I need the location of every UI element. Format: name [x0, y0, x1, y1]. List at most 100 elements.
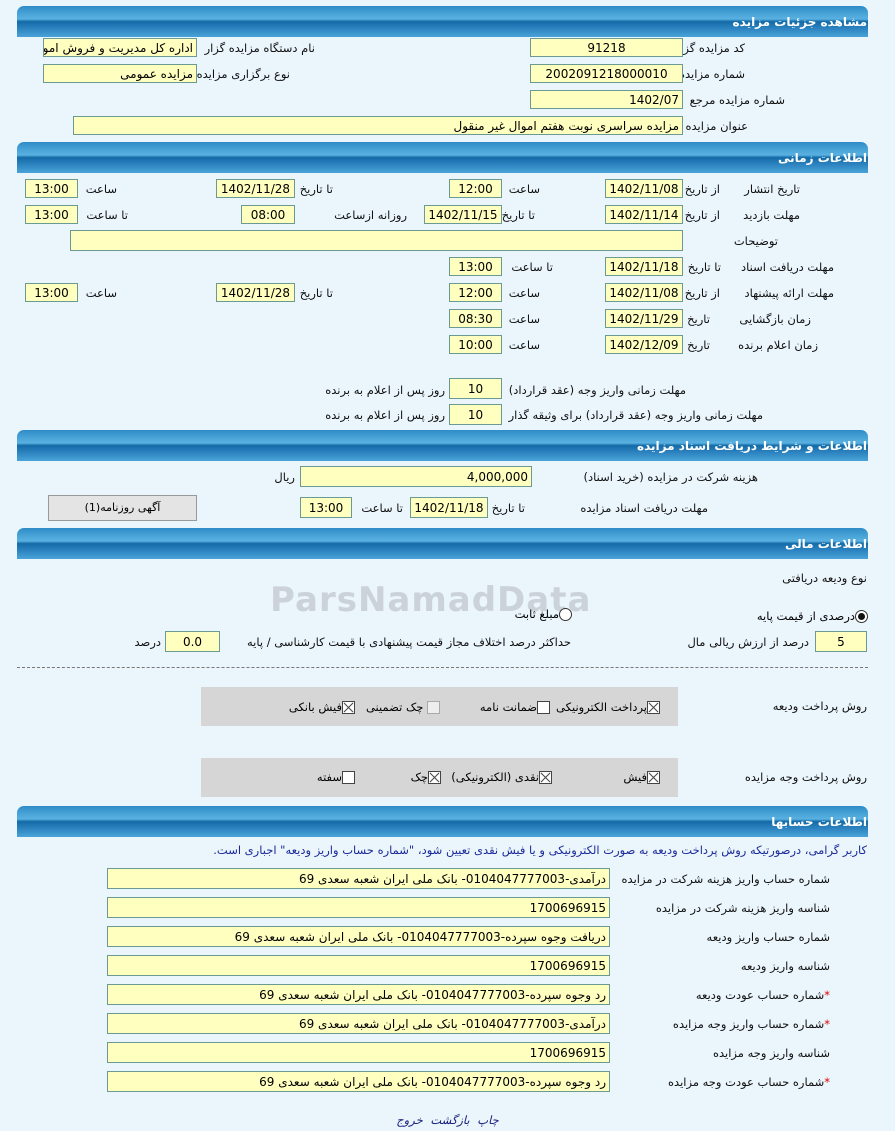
payment-method-cheque[interactable]: چک: [411, 770, 441, 784]
checkbox[interactable]: [342, 701, 355, 714]
label: شماره مزایده مرجع: [689, 93, 785, 107]
payment-deadline-days[interactable]: 10: [449, 378, 502, 399]
checkbox[interactable]: [428, 771, 441, 784]
checkbox[interactable]: [342, 771, 355, 784]
documents-to-date[interactable]: 1402/11/18: [410, 497, 488, 518]
label: تا ساعت: [86, 208, 128, 222]
deposit-method-bank-slip[interactable]: فیش بانکی: [289, 700, 355, 714]
collateral-deadline-days[interactable]: 10: [449, 404, 502, 425]
account-field[interactable]: 1700696915: [107, 897, 610, 918]
deposit-method-guarantee[interactable]: ضمانت نامه: [480, 700, 550, 714]
account-label-text: شناسه واریز هزینه شرکت در مزایده: [655, 901, 830, 915]
fee-field[interactable]: 4,000,000: [300, 466, 532, 487]
label: درصد از ارزش ریالی مال: [687, 635, 809, 649]
section-header-details: مشاهده جزئیات مزایده: [17, 6, 868, 37]
offer-from-time[interactable]: 12:00: [449, 283, 502, 302]
radio-percent[interactable]: [855, 610, 868, 623]
doc-deadline-date[interactable]: 1402/11/18: [605, 257, 683, 276]
label: نوع ودیعه دریافتی: [782, 571, 867, 585]
account-label-text: شماره حساب عودت ودیعه: [695, 988, 825, 1002]
auction-type-field[interactable]: مزایده عمومی: [43, 64, 197, 83]
label: ساعت: [508, 338, 540, 352]
label: زمان بازگشایی: [739, 312, 811, 326]
checkbox[interactable]: [537, 701, 550, 714]
publish-from-date[interactable]: 1402/11/08: [605, 179, 683, 198]
account-field[interactable]: درآمدی-0104047777003- بانک ملی ایران شعب…: [107, 868, 610, 889]
account-field[interactable]: 1700696915: [107, 1042, 610, 1063]
winner-time[interactable]: 10:00: [449, 335, 502, 354]
account-label: *شماره حساب عودت ودیعه: [696, 988, 830, 1002]
auctioneer-name-field[interactable]: اداره کل مدیریت و فروش اموال: [43, 38, 197, 57]
label: مهلت دریافت اسناد مزایده: [580, 501, 708, 515]
required-mark: *: [824, 1075, 830, 1089]
offer-from-date[interactable]: 1402/11/08: [605, 283, 683, 302]
checkbox[interactable]: [647, 771, 660, 784]
visit-daily-from[interactable]: 08:00: [241, 205, 295, 224]
account-field[interactable]: دریافت وجوه سپرده-0104047777003- بانک مل…: [107, 926, 610, 947]
payment-method-slip[interactable]: فیش: [623, 770, 660, 784]
offer-to-date[interactable]: 1402/11/28: [216, 283, 295, 302]
visit-to-date[interactable]: 1402/11/15: [424, 205, 502, 224]
label: از تاریخ: [684, 182, 720, 196]
checkbox[interactable]: [647, 701, 660, 714]
account-label: شناسه واریز هزینه شرکت در مزایده: [656, 901, 830, 915]
payment-method-promissory[interactable]: سفته: [317, 770, 355, 784]
documents-to-time[interactable]: 13:00: [300, 497, 352, 518]
opening-date[interactable]: 1402/11/29: [605, 309, 683, 328]
checkbox[interactable]: [427, 701, 440, 714]
publish-to-time[interactable]: 13:00: [25, 179, 78, 198]
radio-fixed-option[interactable]: مبلغ ثابت: [515, 607, 572, 621]
currency-label: ریال: [274, 470, 295, 484]
print-link[interactable]: چاپ: [477, 1113, 499, 1127]
winner-date[interactable]: 1402/12/09: [605, 335, 683, 354]
checkbox[interactable]: [539, 771, 552, 784]
doc-deadline-time[interactable]: 13:00: [449, 257, 502, 276]
auctioneer-code-field[interactable]: 91218: [530, 38, 683, 57]
checkbox-label: پرداخت الکترونیکی: [556, 700, 647, 714]
exit-link[interactable]: خروج: [396, 1113, 423, 1127]
publish-to-date[interactable]: 1402/11/28: [216, 179, 295, 198]
account-label-text: شناسه واریز ودیعه: [740, 959, 830, 973]
account-field[interactable]: درآمدی-0104047777003- بانک ملی ایران شعب…: [107, 1013, 610, 1034]
radio-percent-option[interactable]: درصدی از قیمت پایه: [757, 609, 868, 623]
account-field[interactable]: 1700696915: [107, 955, 610, 976]
account-label-text: شماره حساب واریز هزینه شرکت در مزایده: [621, 872, 830, 886]
account-label: شناسه واریز وجه مزایده: [713, 1046, 830, 1060]
offer-to-time[interactable]: 13:00: [25, 283, 78, 302]
label: نام دستگاه مزایده گزار: [204, 41, 315, 55]
account-field[interactable]: رد وجوه سپرده-0104047777003- بانک ملی ای…: [107, 984, 610, 1005]
account-label-text: شماره حساب عودت وجه مزایده: [668, 1075, 825, 1089]
back-link[interactable]: بازگشت: [430, 1113, 470, 1127]
visit-to-time[interactable]: 13:00: [25, 205, 78, 224]
deposit-method-electronic[interactable]: پرداخت الکترونیکی: [556, 700, 660, 714]
section-header-financial: اطلاعات مالی: [17, 528, 868, 559]
divider: [17, 667, 868, 668]
footer-links: چاپ بازگشت خروج: [0, 1113, 895, 1127]
label: کد مزایده گزار: [674, 41, 745, 55]
percent-field[interactable]: 5: [815, 631, 867, 652]
checkbox-label: نقدی (الکترونیکی): [451, 770, 539, 784]
description-field[interactable]: [70, 230, 683, 251]
account-label: شماره حساب واریز ودیعه: [707, 930, 830, 944]
label: زمان اعلام برنده: [738, 338, 818, 352]
auction-title-field[interactable]: مزایده سراسری نوبت هفتم اموال غیر منقول: [73, 116, 683, 135]
label: ساعت: [508, 286, 540, 300]
deposit-method-cheque[interactable]: چک تضمینی: [366, 700, 440, 714]
account-field[interactable]: رد وجوه سپرده-0104047777003- بانک ملی ای…: [107, 1071, 610, 1092]
max-diff-field[interactable]: 0.0: [165, 631, 220, 652]
opening-time[interactable]: 08:30: [449, 309, 502, 328]
visit-from-date[interactable]: 1402/11/14: [605, 205, 683, 224]
auction-number-field[interactable]: 2002091218000010: [530, 64, 683, 83]
radio-fixed[interactable]: [559, 608, 572, 621]
section-header-accounts: اطلاعات حسابها: [17, 806, 868, 837]
reference-number-field[interactable]: 1402/07: [530, 90, 683, 109]
label: توضیحات: [733, 234, 778, 248]
label: درصد: [134, 635, 161, 649]
newspaper-ad-button[interactable]: آگهی روزنامه(1): [48, 495, 197, 521]
label: مهلت ارائه پیشنهاد: [744, 286, 834, 300]
section-title: اطلاعات زمانی: [778, 151, 867, 165]
label: تا تاریخ: [299, 182, 333, 196]
checkbox-label: چک: [410, 770, 428, 784]
payment-method-cash[interactable]: نقدی (الکترونیکی): [451, 770, 552, 784]
publish-from-time[interactable]: 12:00: [449, 179, 502, 198]
